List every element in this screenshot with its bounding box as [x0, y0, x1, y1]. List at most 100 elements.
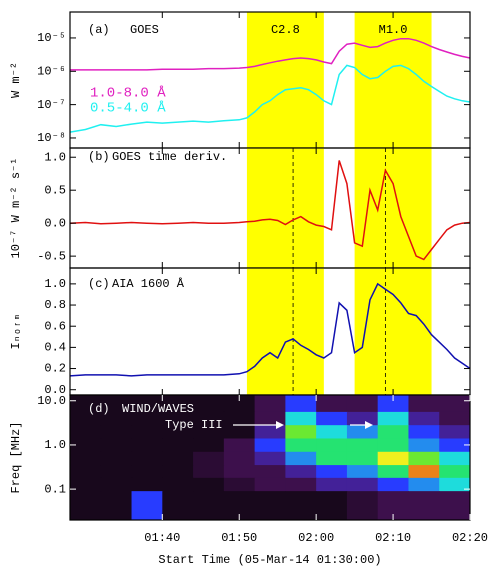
heat-cell — [285, 395, 317, 413]
y-tick-label: 10⁻⁸ — [37, 131, 66, 145]
y-tick-label: 0.8 — [44, 298, 66, 312]
shade — [354, 12, 432, 148]
heat-cell — [377, 477, 409, 492]
y-tick-label: 0.6 — [44, 319, 66, 333]
heat-cell — [346, 411, 379, 426]
heat-cell — [439, 438, 471, 453]
heat-cell — [346, 438, 379, 453]
heat-cell — [439, 425, 471, 439]
heat-cell — [100, 465, 133, 479]
x-tick-label: 02:10 — [375, 531, 411, 545]
x-tick-label: 02:00 — [298, 531, 334, 545]
heat-cell — [316, 411, 348, 426]
heat-cell — [377, 425, 409, 439]
shade-label: C2.8 — [271, 23, 300, 37]
heat-cell — [316, 491, 348, 521]
heat-cell — [193, 438, 225, 453]
heat-cell — [346, 395, 379, 413]
y-tick-label: -0.5 — [37, 249, 66, 263]
heat-cell — [131, 411, 163, 426]
heat-cell — [408, 465, 440, 479]
heat-cell — [285, 411, 317, 426]
heat-cell — [285, 477, 317, 492]
y-tick-label: 0.4 — [44, 341, 66, 355]
heat-cell — [70, 465, 102, 479]
heat-cell — [408, 425, 440, 439]
heat-cell — [254, 395, 286, 413]
series-line — [70, 37, 471, 71]
heat-cell — [193, 425, 225, 439]
plots: C2.8 M1.0 1.0-8.0 Å0.5-4.0 Å 10⁻⁸ 10⁻⁷ 10⁻⁶ 10… — [9, 11, 488, 545]
annotation: Type III — [165, 418, 223, 432]
panel-title: WIND/WAVES — [122, 402, 194, 416]
heat-cell — [162, 395, 194, 413]
heat-cell — [131, 465, 163, 479]
heat-cell — [377, 438, 409, 453]
arrowhead — [365, 421, 373, 429]
heat-cell — [316, 395, 348, 413]
series-line — [69, 160, 471, 261]
heat-cell — [316, 465, 348, 479]
heat-cell — [285, 438, 317, 453]
heat-cell — [162, 451, 194, 466]
series-line — [69, 282, 471, 377]
y-tick-label: 10.0 — [37, 394, 66, 408]
y-axis-label: 10⁻⁷ W m⁻² s⁻¹ — [9, 158, 23, 259]
heat-cell — [70, 395, 102, 413]
y-tick-label: 0.1 — [44, 482, 66, 496]
heat-cell — [70, 477, 102, 492]
heat-cell — [254, 491, 286, 521]
heat-cell — [408, 451, 440, 466]
panel-title: GOES time deriv. — [112, 150, 227, 164]
heat-cell — [100, 438, 133, 453]
heat-cell — [408, 491, 440, 521]
heat-cell — [377, 395, 409, 413]
heat-cell — [439, 477, 471, 492]
y-tick-label: 1.0 — [44, 277, 66, 291]
y-axis-label: Freq [MHz] — [9, 421, 23, 493]
heat-cell — [285, 465, 317, 479]
heat-cell — [223, 451, 256, 466]
heat-cell — [162, 465, 194, 479]
axes-frame — [69, 394, 471, 521]
y-axis-label: Iₙₒᵣₘ — [9, 313, 23, 349]
heat-cell — [408, 395, 440, 413]
x-tick-label: 01:40 — [144, 531, 180, 545]
heat-cell — [254, 438, 286, 453]
heat-cell — [193, 411, 225, 426]
heat-cell — [316, 477, 348, 492]
heat-cell — [285, 425, 317, 439]
panel-label: (b) — [88, 150, 110, 164]
heat-cell — [254, 425, 286, 439]
heat-cell — [162, 477, 194, 492]
x-tick-label: 02:20 — [452, 531, 488, 545]
heat-cell — [316, 451, 348, 466]
shade — [246, 12, 324, 148]
heat-cell — [131, 477, 163, 492]
heat-cell — [346, 491, 379, 521]
heat-cell — [377, 411, 409, 426]
shade — [246, 268, 324, 395]
heat-cell — [223, 411, 256, 426]
shade-label: M1.0 — [379, 23, 408, 37]
heat-cell — [131, 451, 163, 466]
heat-cell — [316, 438, 348, 453]
heat-cell — [223, 477, 256, 492]
heat-cell — [377, 451, 409, 466]
panel-label: (c) — [88, 277, 110, 291]
heat-cell — [285, 451, 317, 466]
heat-cell — [254, 465, 286, 479]
panel-title: AIA 1600 Å — [112, 276, 185, 291]
heat-cell — [100, 411, 133, 426]
heat-cell — [439, 411, 471, 426]
heat-cell — [162, 438, 194, 453]
heat-cell — [100, 425, 133, 439]
heat-cell — [70, 438, 102, 453]
heat-cell — [439, 451, 471, 466]
y-tick-label: 0.0 — [44, 383, 66, 397]
heat-cell — [193, 491, 225, 521]
heat-cell — [223, 395, 256, 413]
y-tick-label: 0.5 — [44, 183, 66, 197]
y-tick-label: 0.0 — [44, 216, 66, 230]
